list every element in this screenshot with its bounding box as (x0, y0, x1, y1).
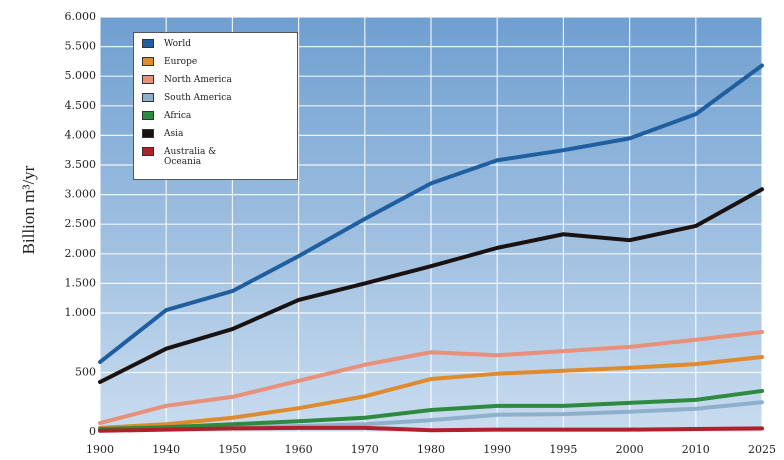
legend-label: South America (164, 93, 232, 103)
legend-item: North America (142, 75, 289, 85)
legend-label: Australia & Oceania (164, 147, 217, 167)
legend-swatch (142, 93, 154, 102)
y-tick-label: 3.000 (65, 188, 97, 201)
y-tick-label: 2.000 (65, 247, 97, 260)
y-axis-label: Billion m³/yr (19, 165, 38, 254)
x-tick-label: 2010 (682, 443, 710, 456)
legend-swatch (142, 129, 154, 138)
legend-label: Europe (164, 57, 198, 67)
legend-label: World (164, 39, 191, 49)
legend-item: World (142, 39, 289, 49)
series-line (98, 425, 764, 433)
legend-label: North America (164, 75, 232, 85)
legend-label: Asia (164, 129, 184, 139)
x-tick-label: 1990 (483, 443, 511, 456)
y-tick-label: 4.500 (65, 99, 97, 112)
y-tick-label: 6.000 (65, 10, 97, 23)
legend-item: Europe (142, 57, 289, 67)
x-tick-label: 1950 (218, 443, 246, 456)
legend-swatch (142, 111, 154, 120)
y-tick-label: 1.000 (65, 306, 97, 319)
y-tick-label: 3.500 (65, 158, 97, 171)
x-tick-label: 2000 (616, 443, 644, 456)
legend-label: Africa (164, 111, 192, 121)
legend-swatch (142, 147, 154, 156)
series-line (98, 355, 764, 430)
y-tick-label: 500 (75, 366, 96, 379)
x-tick-label: 1995 (549, 443, 577, 456)
legend-swatch (142, 39, 154, 48)
x-tick-label: 2025 (748, 443, 776, 456)
series-line (98, 330, 764, 426)
y-tick-label: 4.000 (65, 128, 97, 141)
tick-labels: 0 500 1.000 1.500 2.000 2.500 3.000 3.500 4.000 4… (65, 10, 777, 456)
x-tick-label: 1940 (152, 443, 180, 456)
y-tick-label: 0 (89, 425, 96, 438)
x-tick-label: 1900 (86, 443, 114, 456)
y-tick-label: 5.000 (65, 69, 97, 82)
legend-swatch (142, 57, 154, 66)
y-tick-label: 2.500 (65, 217, 97, 230)
x-tick-label: 1980 (417, 443, 445, 456)
series-line (98, 187, 764, 385)
legend-item: Australia & Oceania (142, 147, 289, 167)
legend-item: Asia (142, 129, 289, 139)
legend-item: Africa (142, 111, 289, 121)
x-tick-label: 1970 (351, 443, 379, 456)
series-line (98, 63, 764, 365)
series-line (98, 388, 764, 432)
legend: World Europe North America South America Afr… (133, 32, 298, 180)
y-tick-label: 1.500 (65, 276, 97, 289)
x-tick-label: 1960 (285, 443, 313, 456)
series-lines (98, 63, 764, 433)
legend-swatch (142, 75, 154, 84)
legend-item: South America (142, 93, 289, 103)
y-tick-label: 5.500 (65, 40, 97, 53)
